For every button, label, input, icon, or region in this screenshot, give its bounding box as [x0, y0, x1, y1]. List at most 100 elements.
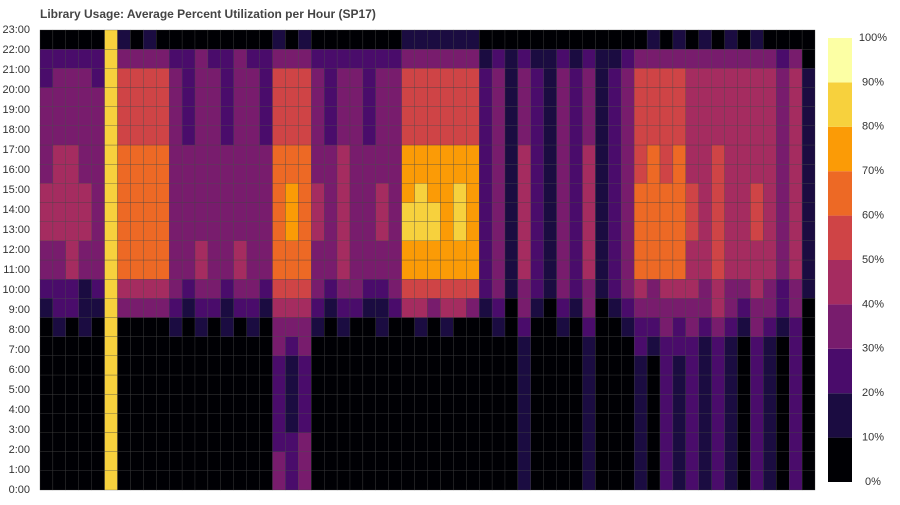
- heatmap-cell: [169, 470, 183, 491]
- heatmap-cell: [414, 432, 428, 452]
- y-tick-label: 5:00: [9, 384, 30, 396]
- heatmap-cell: [259, 68, 273, 88]
- heatmap-cell: [117, 336, 131, 356]
- heatmap-cell: [672, 336, 686, 356]
- heatmap-cell: [375, 470, 389, 491]
- heatmap-cell: [401, 413, 415, 433]
- heatmap-cell: [207, 355, 221, 376]
- heatmap-cell: [427, 432, 441, 452]
- heatmap-cell: [453, 164, 467, 184]
- heatmap-cell: [646, 221, 661, 241]
- heatmap-cell: [634, 87, 648, 107]
- heatmap-cell: [466, 374, 480, 395]
- heatmap-cell: [479, 68, 493, 88]
- heatmap-cell: [556, 470, 570, 491]
- heatmap-cell: [336, 202, 351, 222]
- heatmap-cell: [401, 355, 415, 376]
- heatmap-cell: [789, 202, 803, 222]
- heatmap-cell: [259, 259, 273, 280]
- heatmap-cell: [117, 221, 131, 241]
- heatmap-cell: [440, 144, 454, 165]
- heatmap-cell: [556, 29, 570, 50]
- heatmap-cell: [259, 164, 273, 184]
- heatmap-cell: [595, 240, 609, 261]
- heatmap-cell: [362, 240, 376, 261]
- heatmap-cell: [259, 451, 273, 471]
- heatmap-cell: [659, 164, 674, 184]
- heatmap-cell: [427, 202, 441, 222]
- heatmap-cell: [169, 374, 183, 395]
- heatmap-cell: [556, 183, 570, 203]
- heatmap-cell: [582, 202, 596, 222]
- heatmap-cell: [194, 164, 209, 184]
- heatmap-cell: [220, 394, 234, 414]
- heatmap-cell: [143, 355, 157, 376]
- heatmap-cell: [65, 183, 79, 203]
- heatmap-cell: [659, 144, 674, 165]
- heatmap-cell: [143, 432, 157, 452]
- heatmap-cell: [362, 49, 376, 69]
- heatmap-cell: [789, 279, 803, 299]
- heatmap-cell: [711, 432, 725, 452]
- heatmap-cell: [504, 183, 519, 203]
- heatmap-cell: [207, 298, 221, 318]
- heatmap-cell: [595, 394, 609, 414]
- heatmap-cell: [65, 68, 79, 88]
- heatmap-cell: [285, 470, 299, 491]
- heatmap-cell: [117, 279, 131, 299]
- heatmap-cell: [285, 432, 299, 452]
- heatmap-cell: [776, 29, 790, 50]
- heatmap-cell: [711, 413, 725, 433]
- heatmap-cell: [517, 221, 531, 241]
- heatmap-cell: [336, 87, 351, 107]
- heatmap-cell: [65, 144, 79, 165]
- heatmap-cell: [582, 298, 596, 318]
- heatmap-cell: [634, 336, 648, 356]
- heatmap-cell: [685, 259, 699, 280]
- heatmap-cell: [298, 106, 312, 126]
- heatmap-cell: [750, 279, 764, 299]
- heatmap-cell: [504, 451, 519, 471]
- heatmap-cell: [39, 279, 54, 299]
- heatmap-cell: [336, 374, 351, 395]
- heatmap-cell: [169, 49, 183, 69]
- heatmap-cell: [52, 336, 66, 356]
- heatmap-cell: [143, 29, 157, 50]
- heatmap-cell: [789, 432, 803, 452]
- heatmap-cell: [65, 259, 79, 280]
- y-tick-label: 16:00: [2, 164, 30, 176]
- heatmap-cell: [194, 144, 209, 165]
- heatmap-cell: [427, 259, 441, 280]
- heatmap-cell: [569, 451, 583, 471]
- heatmap-cell: [672, 29, 686, 50]
- heatmap-cell: [621, 298, 635, 318]
- heatmap-cell: [194, 470, 209, 491]
- heatmap-cell: [272, 298, 286, 318]
- heatmap-cell: [78, 221, 92, 241]
- heatmap-cell: [672, 49, 686, 69]
- heatmap-cell: [272, 355, 286, 376]
- colorbar-tick-label: 70%: [862, 165, 884, 177]
- heatmap-cell: [724, 451, 738, 471]
- heatmap-cell: [130, 29, 144, 50]
- heatmap-cell: [194, 240, 209, 261]
- heatmap-cell: [479, 279, 493, 299]
- heatmap-cell: [466, 279, 480, 299]
- heatmap-cell: [272, 394, 286, 414]
- heatmap-cell: [194, 259, 209, 280]
- heatmap-cell: [672, 144, 686, 165]
- heatmap-cell: [440, 202, 454, 222]
- heatmap-cell: [143, 336, 157, 356]
- heatmap-cell: [479, 144, 493, 165]
- heatmap-cell: [207, 394, 221, 414]
- heatmap-cell: [698, 394, 712, 414]
- heatmap-cell: [466, 259, 480, 280]
- heatmap-cell: [646, 451, 661, 471]
- heatmap-cell: [634, 317, 648, 337]
- heatmap-cell: [646, 144, 661, 165]
- heatmap-cell: [659, 298, 674, 318]
- heatmap-cell: [427, 68, 441, 88]
- heatmap-cell: [65, 125, 79, 146]
- heatmap-cell: [582, 374, 596, 395]
- heatmap-cell: [104, 29, 118, 50]
